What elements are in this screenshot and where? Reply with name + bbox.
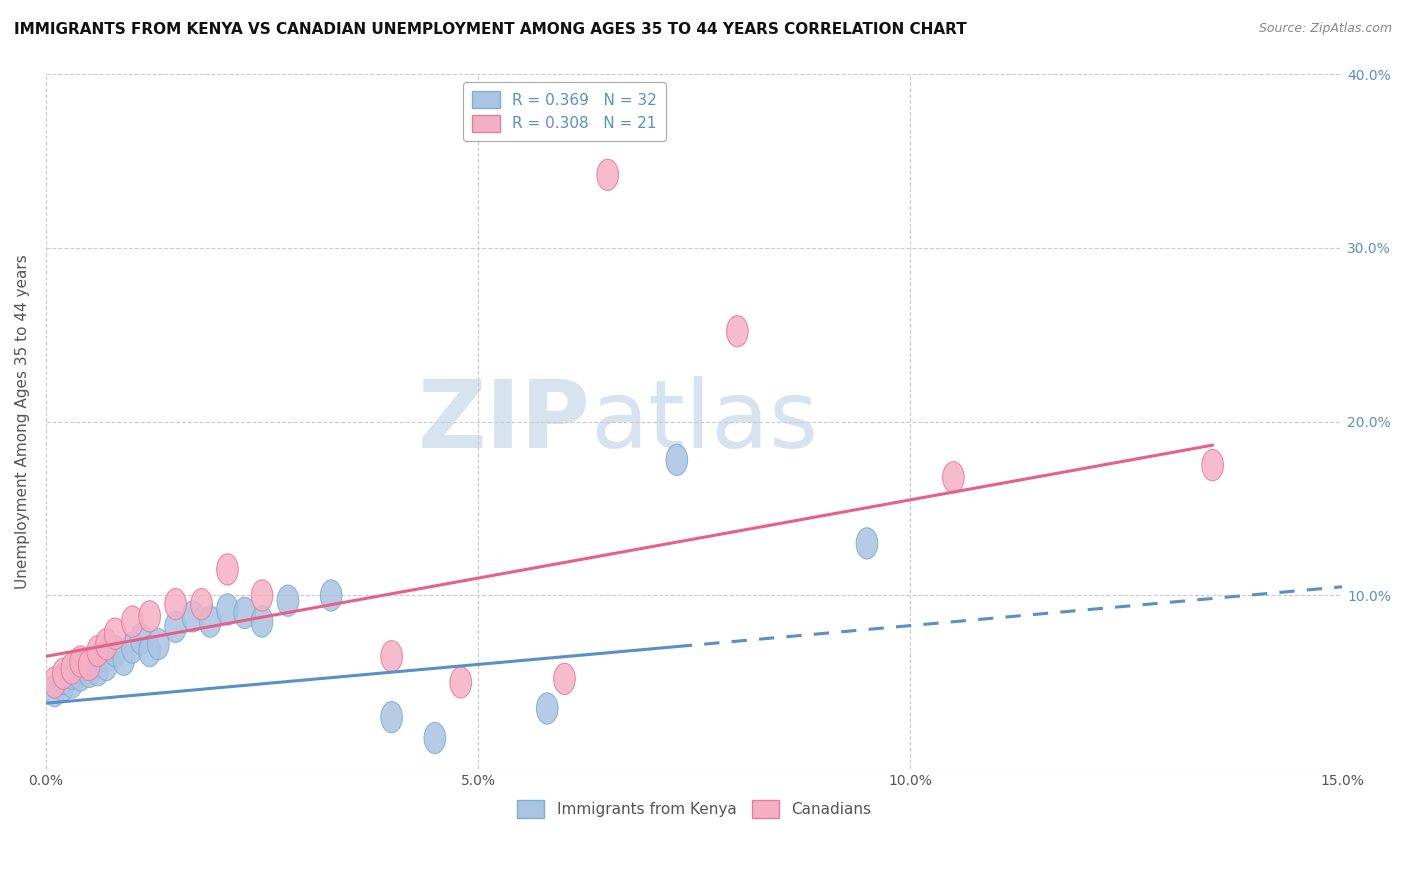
Legend: Immigrants from Kenya, Canadians: Immigrants from Kenya, Canadians [510,795,877,824]
Text: IMMIGRANTS FROM KENYA VS CANADIAN UNEMPLOYMENT AMONG AGES 35 TO 44 YEARS CORRELA: IMMIGRANTS FROM KENYA VS CANADIAN UNEMPL… [14,22,967,37]
Text: ZIP: ZIP [418,376,591,467]
Text: Source: ZipAtlas.com: Source: ZipAtlas.com [1258,22,1392,36]
Y-axis label: Unemployment Among Ages 35 to 44 years: Unemployment Among Ages 35 to 44 years [15,254,30,589]
Text: atlas: atlas [591,376,818,467]
